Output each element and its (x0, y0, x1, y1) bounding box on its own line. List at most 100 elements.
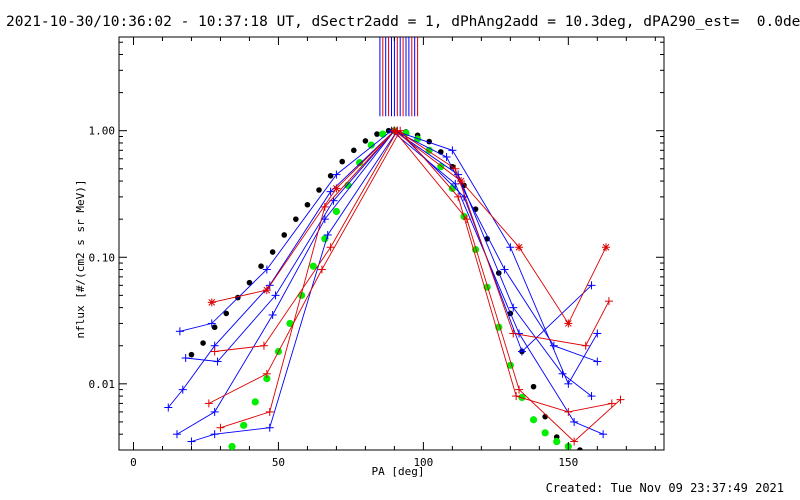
fit-point (281, 232, 288, 238)
data-point (462, 215, 471, 224)
fit-point (298, 291, 306, 299)
data-point (187, 437, 196, 446)
series-blue-1 (172, 126, 602, 439)
data-point (500, 265, 509, 274)
fit-curves (188, 127, 583, 450)
data-point (210, 347, 219, 356)
fit-point (223, 310, 230, 317)
series-line (214, 130, 610, 352)
data-point (512, 392, 521, 401)
data-point (262, 265, 271, 274)
series-line (211, 130, 607, 325)
x-tick-label: 0 (130, 456, 137, 469)
data-point (506, 243, 515, 252)
series-blue-2 (175, 126, 608, 439)
series-red-6 (204, 126, 616, 416)
data-point (178, 385, 187, 394)
data-point (570, 437, 579, 446)
data-point (549, 341, 558, 350)
data-point (587, 392, 596, 401)
data-point (593, 329, 602, 338)
data-point (599, 430, 608, 439)
data-point (262, 286, 271, 295)
data-point (207, 319, 216, 328)
fit-point (541, 429, 549, 437)
data-point (607, 399, 616, 408)
fit-point (577, 447, 583, 450)
data-point (204, 399, 213, 408)
fit-point (332, 207, 341, 216)
data-point (320, 202, 329, 211)
data-point (265, 423, 274, 432)
data-point (581, 341, 590, 350)
fit-point (304, 201, 311, 208)
x-tick-label: 50 (272, 456, 285, 469)
data-point (393, 126, 402, 135)
data-point (164, 403, 173, 412)
fit-point (553, 437, 561, 446)
created-timestamp: Created: Tue Nov 09 23:37:49 2021 (545, 481, 784, 495)
y-tick-label: 0.01 (89, 378, 116, 391)
data-point (216, 423, 225, 432)
data-point (271, 291, 280, 300)
data-point (602, 243, 611, 252)
data-point (604, 297, 613, 306)
data-point (210, 407, 219, 416)
fit-curve-black (188, 127, 583, 450)
series-line (191, 129, 592, 442)
series-blue-4 (181, 126, 602, 388)
series-line (208, 129, 612, 413)
data-point (515, 385, 524, 394)
y-axis-label: nflux [#/(cm2 s sr MeV)] (74, 180, 87, 339)
fit-point (188, 351, 195, 358)
fit-point (374, 131, 380, 137)
series-blue-3 (187, 126, 596, 446)
data-point (317, 265, 326, 274)
data-point (259, 341, 268, 350)
fit-point (240, 421, 248, 429)
fit-point (425, 146, 433, 154)
fit-point (263, 374, 271, 383)
data-series (164, 126, 625, 446)
data-point (509, 303, 518, 312)
data-point (207, 298, 216, 307)
fit-point (351, 147, 357, 154)
fit-point (200, 340, 206, 346)
data-point (326, 187, 335, 196)
data-point (517, 347, 526, 356)
data-point (616, 395, 625, 404)
series-line (220, 130, 621, 443)
fit-point (228, 442, 236, 450)
data-point (213, 357, 222, 366)
fit-point (367, 141, 375, 149)
y-tick-label: 1.00 (89, 125, 116, 138)
series-blue-0 (164, 126, 596, 412)
chart-title: 2021-10-30/10:36:02 - 10:37:18 UT, dSect… (6, 14, 800, 30)
data-point (210, 430, 219, 439)
x-axis-label: PA [deg] (372, 465, 425, 478)
data-point (564, 319, 573, 328)
fit-point (309, 262, 317, 270)
data-point (323, 230, 332, 239)
data-point (442, 152, 451, 161)
data-point (587, 281, 596, 290)
fit-point (529, 416, 538, 424)
y-tick-label: 0.10 (89, 251, 116, 264)
data-point (564, 407, 573, 416)
data-point (448, 146, 457, 155)
fit-point (327, 173, 334, 179)
fit-point (269, 249, 276, 255)
fit-point (286, 319, 294, 328)
series-line (179, 130, 604, 435)
series-red-7 (216, 126, 625, 446)
fit-point (321, 235, 329, 243)
data-point (332, 170, 341, 179)
fit-point (344, 181, 352, 189)
fit-point (258, 263, 264, 269)
fit-point (379, 130, 387, 138)
data-point (265, 407, 274, 416)
data-point (181, 353, 190, 362)
data-point (593, 357, 602, 366)
fit-point (356, 158, 364, 167)
fit-point (246, 279, 253, 286)
